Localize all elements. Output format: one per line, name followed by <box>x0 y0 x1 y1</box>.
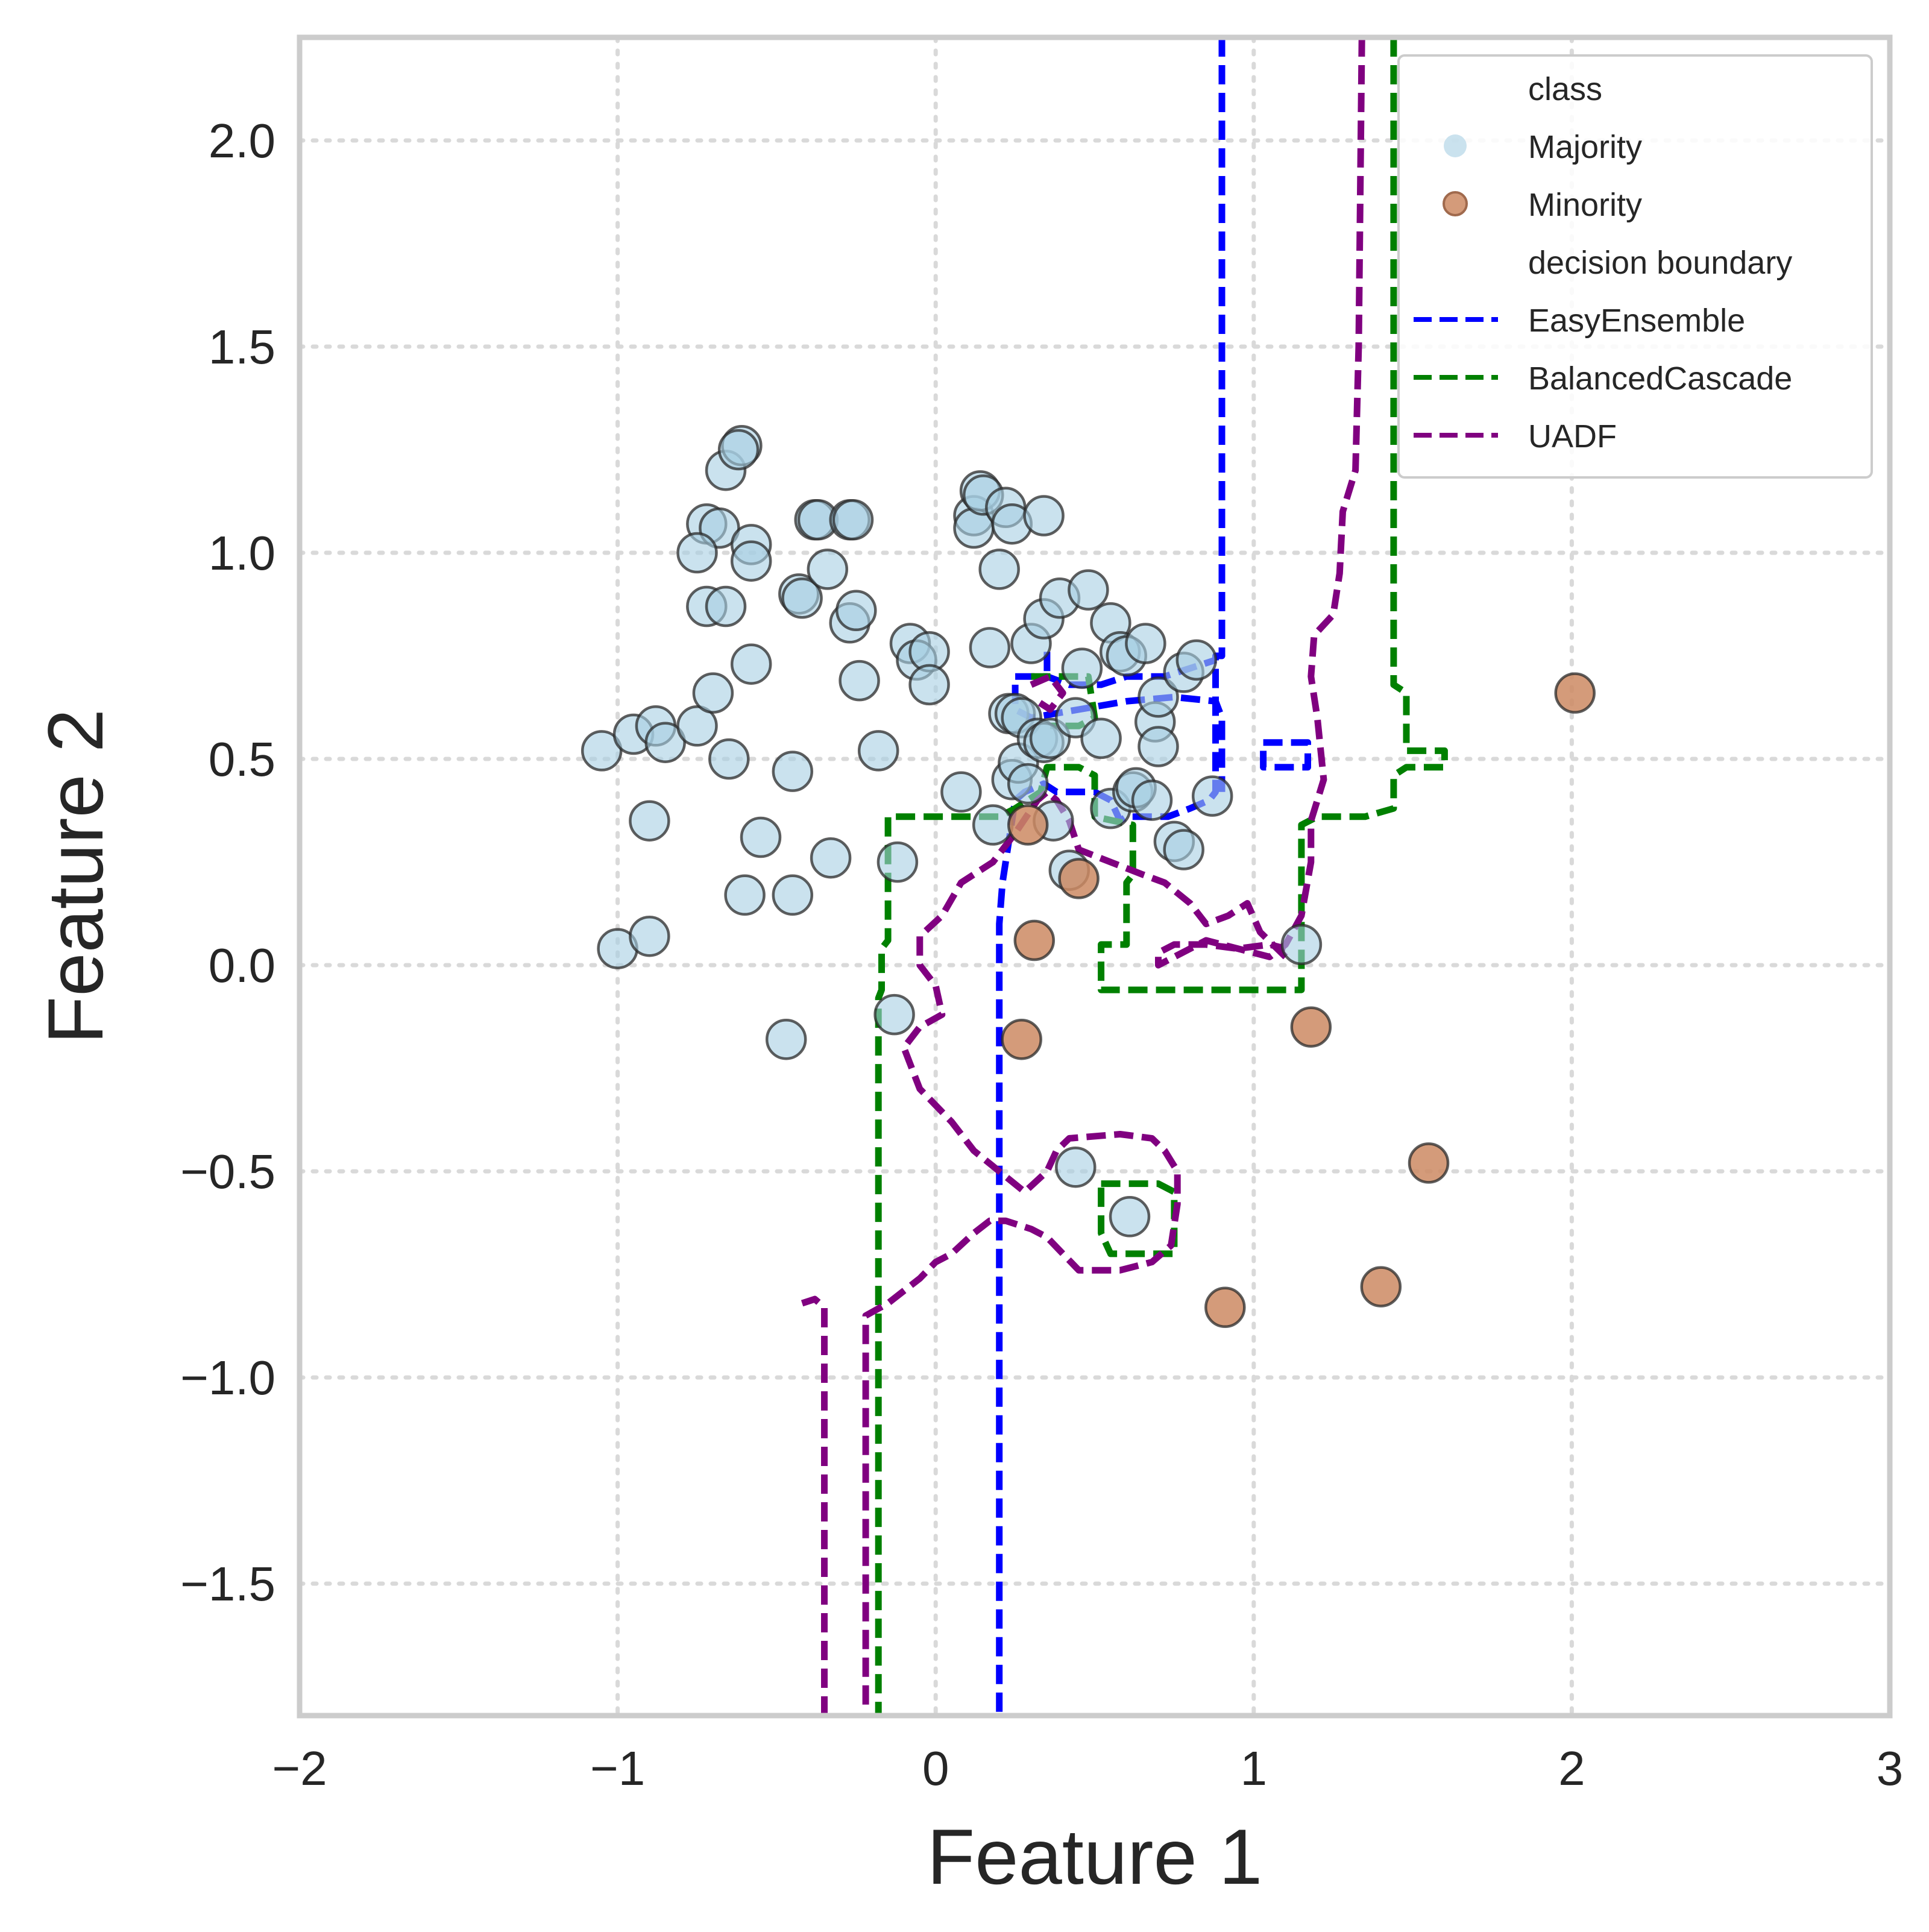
majority-point <box>1175 639 1218 681</box>
y-tick-label: 1.0 <box>209 526 275 580</box>
uadf-boundary-line <box>862 788 1288 1716</box>
uadf-boundary-line <box>801 1295 828 1716</box>
legend-class-header: class <box>1528 71 1602 107</box>
uadf-boundary-line <box>1155 37 1365 969</box>
y-tick-label: 1.5 <box>209 320 275 374</box>
minority-point <box>1290 1006 1332 1048</box>
x-tick-label: −2 <box>272 1742 327 1795</box>
majority-point <box>730 643 772 685</box>
majority-point <box>724 874 766 916</box>
y-tick-label: −1.5 <box>180 1557 275 1611</box>
majority-point <box>1138 726 1179 767</box>
legend-majority-label: Majority <box>1528 129 1642 165</box>
majority-point <box>772 874 814 916</box>
majority-point <box>629 800 670 842</box>
legend-majority-marker <box>1444 134 1467 157</box>
minority-point <box>1204 1286 1246 1329</box>
majority-point <box>857 730 899 772</box>
legend-uadf-label: UADF <box>1528 418 1617 455</box>
majority-point <box>1163 829 1204 870</box>
legend-easyensemble-label: EasyEnsemble <box>1528 303 1745 339</box>
majority-point <box>1138 676 1179 718</box>
majority-point <box>1080 717 1122 760</box>
legend-minority-label: Minority <box>1528 187 1642 223</box>
majority-point <box>940 771 982 813</box>
majority-point <box>1280 924 1323 966</box>
majority-point <box>972 804 1014 846</box>
minority-point <box>1013 919 1056 961</box>
x-tick-label: 0 <box>922 1742 949 1795</box>
balancedcascade-boundary-line <box>875 37 1448 1716</box>
majority-point <box>644 722 686 763</box>
legend: class Majority Minority decision boundar… <box>1397 54 1873 479</box>
easyensemble-boundary-line <box>1260 739 1311 771</box>
majority-point <box>781 577 823 619</box>
majority-point <box>969 627 1011 669</box>
majority-point <box>717 429 760 471</box>
majority-point <box>676 532 718 574</box>
y-tick-label: −0.5 <box>180 1145 275 1198</box>
majority-point <box>629 915 670 957</box>
majority-point <box>1125 623 1166 664</box>
majority-point <box>1007 763 1049 805</box>
x-tick-label: 1 <box>1241 1742 1268 1795</box>
legend-balancedcascade-label: BalancedCascade <box>1528 360 1792 397</box>
legend-frame <box>1397 54 1873 479</box>
majority-point <box>978 549 1020 590</box>
majority-point <box>1061 647 1103 689</box>
majority-point <box>765 1018 807 1060</box>
majority-point <box>810 837 852 879</box>
minority-point <box>1554 672 1596 714</box>
x-axis-label: Feature 1 <box>927 1813 1262 1901</box>
minority-point <box>1007 804 1049 846</box>
y-tick-label: 0.5 <box>209 732 275 786</box>
plot-frame <box>297 34 1893 1719</box>
data-points <box>581 424 1596 1329</box>
majority-point <box>705 585 747 628</box>
majority-point <box>730 540 772 582</box>
majority-point <box>1131 779 1173 821</box>
majority-point <box>908 664 950 706</box>
minority-point <box>1058 858 1100 899</box>
y-tick-label: 2.0 <box>209 114 275 168</box>
tick-labels: −2 −1 0 1 2 3 −1.5 −1.0 −0.5 0.0 0.5 1.0 1.5 2.0 <box>180 114 1903 1795</box>
minority-point <box>1001 1018 1042 1060</box>
grid <box>297 35 1892 1718</box>
minority-point <box>1408 1142 1450 1184</box>
majority-point <box>692 672 734 714</box>
x-tick-label: 3 <box>1877 1742 1904 1795</box>
majority-point <box>876 841 919 883</box>
majority-point <box>835 590 877 632</box>
easyensemble-boundary-line <box>996 37 1226 1716</box>
y-axis-label: Feature 2 <box>31 709 119 1044</box>
minority-point <box>1360 1266 1402 1307</box>
balancedcascade-boundary-line <box>1098 1180 1178 1257</box>
majority-point <box>708 738 750 780</box>
majority-point <box>1109 1196 1151 1238</box>
majority-point <box>807 549 849 590</box>
x-tick-label: −1 <box>590 1742 645 1795</box>
majority-point <box>772 750 814 792</box>
majority-point <box>1055 1146 1097 1188</box>
y-tick-label: −1.0 <box>180 1351 275 1405</box>
majority-point <box>1023 495 1065 536</box>
x-tick-label: 2 <box>1558 1742 1585 1795</box>
majority-point <box>1191 775 1233 817</box>
majority-point <box>1068 569 1109 611</box>
majority-point <box>581 730 623 772</box>
majority-point <box>676 705 718 747</box>
majority-point <box>839 659 880 702</box>
legend-boundary-header: decision boundary <box>1528 245 1792 281</box>
majority-point <box>832 499 874 541</box>
legend-minority-marker <box>1443 191 1468 216</box>
y-tick-label: 0.0 <box>209 939 275 992</box>
majority-point <box>873 993 915 1036</box>
majority-point <box>740 816 782 858</box>
uadf-boundary-line <box>1030 673 1066 713</box>
